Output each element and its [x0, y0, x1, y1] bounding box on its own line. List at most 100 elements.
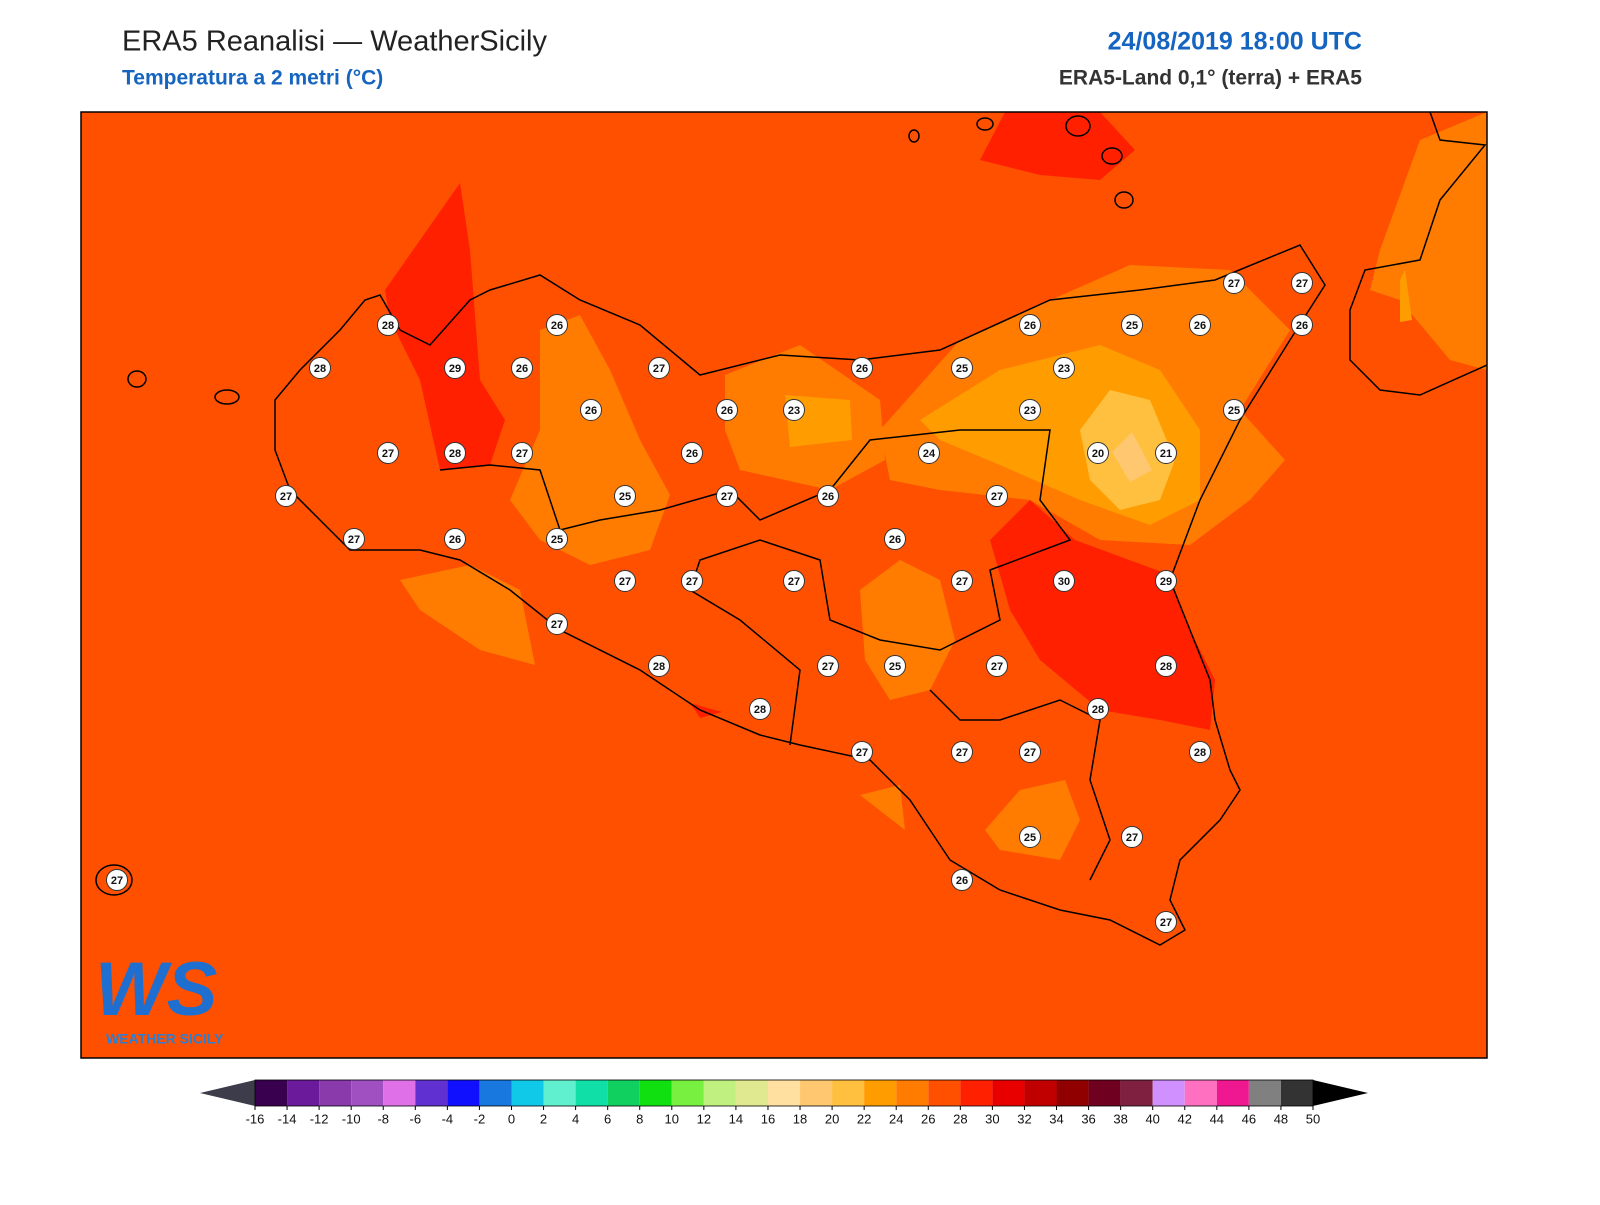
- station-marker: [817, 485, 839, 507]
- station-value: 27: [280, 491, 292, 503]
- station-marker: [1053, 570, 1075, 592]
- colorbar-tick-label: 8: [636, 1111, 643, 1126]
- temperature-fields: [385, 112, 1487, 860]
- station-marker: [377, 314, 399, 336]
- station-marker: [783, 399, 805, 421]
- station-value: 27: [956, 576, 968, 588]
- colorbar-tick-label: 50: [1306, 1111, 1320, 1126]
- station-marker: [681, 442, 703, 464]
- colorbar-segment: [447, 1080, 480, 1106]
- colorbar-segment: [703, 1080, 736, 1106]
- station-marker: [1155, 442, 1177, 464]
- colorbar-tick-label: 0: [508, 1111, 515, 1126]
- colorbar-segment: [960, 1080, 993, 1106]
- station-marker: [918, 442, 940, 464]
- station-marker: [648, 357, 670, 379]
- colorbar-tick-label: 18: [793, 1111, 807, 1126]
- colorbar-segment: [255, 1080, 288, 1106]
- station-value: 26: [585, 405, 597, 417]
- station-marker: [884, 655, 906, 677]
- station-marker: [749, 698, 771, 720]
- station-marker: [1087, 698, 1109, 720]
- stations: 27 27 28 26 26 25 26 26 28 29 26 27 26 25 23 26 26 23 23 25…: [106, 272, 1313, 933]
- station-value: 30: [1058, 576, 1070, 588]
- colorbar-under: [200, 1080, 255, 1106]
- station-value: 26: [1296, 320, 1308, 332]
- colorbar-segment: [1120, 1080, 1153, 1106]
- station-marker: [951, 741, 973, 763]
- station-value: 27: [1296, 278, 1308, 290]
- colorbar-tick-label: 36: [1081, 1111, 1095, 1126]
- colorbar-tick-label: 48: [1274, 1111, 1288, 1126]
- station-value: 23: [1058, 363, 1070, 375]
- colorbar-tick-label: 40: [1145, 1111, 1159, 1126]
- station-marker: [1155, 570, 1177, 592]
- station-marker: [1155, 655, 1177, 677]
- colorbar-segment: [1024, 1080, 1057, 1106]
- station-marker: [444, 528, 466, 550]
- station-marker: [884, 528, 906, 550]
- subtitle: Temperatura a 2 metri (°C): [122, 67, 383, 90]
- station-marker: [681, 570, 703, 592]
- colorbar-segment: [671, 1080, 704, 1106]
- station-marker: [546, 613, 568, 635]
- station-marker: [951, 570, 973, 592]
- colorbar-tick-label: 42: [1178, 1111, 1192, 1126]
- datetime: 24/08/2019 18:00 UTC: [1108, 28, 1362, 56]
- colorbar-tick-label: 32: [1017, 1111, 1031, 1126]
- station-marker: [1121, 314, 1143, 336]
- station-value: 27: [1126, 832, 1138, 844]
- station-value: 27: [382, 448, 394, 460]
- station-marker: [1053, 357, 1075, 379]
- station-value: 27: [619, 576, 631, 588]
- colorbar-tick-label: 16: [761, 1111, 775, 1126]
- colorbar-segment: [1280, 1080, 1313, 1106]
- colorbar-segment: [928, 1080, 961, 1106]
- colorbar-frame: [254, 1079, 1314, 1107]
- station-value: 25: [956, 363, 968, 375]
- station-value: 27: [653, 363, 665, 375]
- station-value: 27: [991, 661, 1003, 673]
- station-marker: [951, 869, 973, 891]
- station-value: 27: [348, 534, 360, 546]
- station-value: 25: [1228, 405, 1240, 417]
- station-value: 26: [856, 363, 868, 375]
- station-value: 23: [1024, 405, 1036, 417]
- colorbar-segment: [800, 1080, 833, 1106]
- title: ERA5 Reanalisi — WeatherSicily: [122, 26, 547, 58]
- station-value: 26: [822, 491, 834, 503]
- station-marker: [1087, 442, 1109, 464]
- map: 27 27 28 26 26 25 26 26 28 29 26 27 26 25 23 26 26 23 23 25…: [81, 112, 1487, 1058]
- colorbar-segment: [896, 1080, 929, 1106]
- station-value: 26: [956, 875, 968, 887]
- station-marker: [1155, 911, 1177, 933]
- colorbar-tick-label: 44: [1210, 1111, 1224, 1126]
- station-value: 28: [449, 448, 461, 460]
- station-marker: [716, 485, 738, 507]
- station-marker: [511, 357, 533, 379]
- colorbar-segment: [1056, 1080, 1089, 1106]
- colorbar-segment: [832, 1080, 865, 1106]
- station-value: 27: [1228, 278, 1240, 290]
- colorbar-segment: [1152, 1080, 1185, 1106]
- station-marker: [1189, 314, 1211, 336]
- logo-name: WEATHER SICILY: [106, 1031, 224, 1047]
- station-value: 23: [788, 405, 800, 417]
- colorbar-segment: [575, 1080, 608, 1106]
- station-marker: [1019, 314, 1041, 336]
- station-value: 27: [956, 747, 968, 759]
- station-marker: [851, 357, 873, 379]
- logo-mark: WS: [95, 947, 217, 1032]
- station-value: 26: [551, 320, 563, 332]
- station-value: 26: [516, 363, 528, 375]
- station-marker: [444, 357, 466, 379]
- station-marker: [377, 442, 399, 464]
- colorbar-tick-label: -2: [474, 1111, 486, 1126]
- station-marker: [1019, 741, 1041, 763]
- station-value: 25: [1126, 320, 1138, 332]
- station-value: 20: [1092, 448, 1104, 460]
- colorbar-tick-label: 30: [985, 1111, 999, 1126]
- station-value: 26: [449, 534, 461, 546]
- station-value: 27: [991, 491, 1003, 503]
